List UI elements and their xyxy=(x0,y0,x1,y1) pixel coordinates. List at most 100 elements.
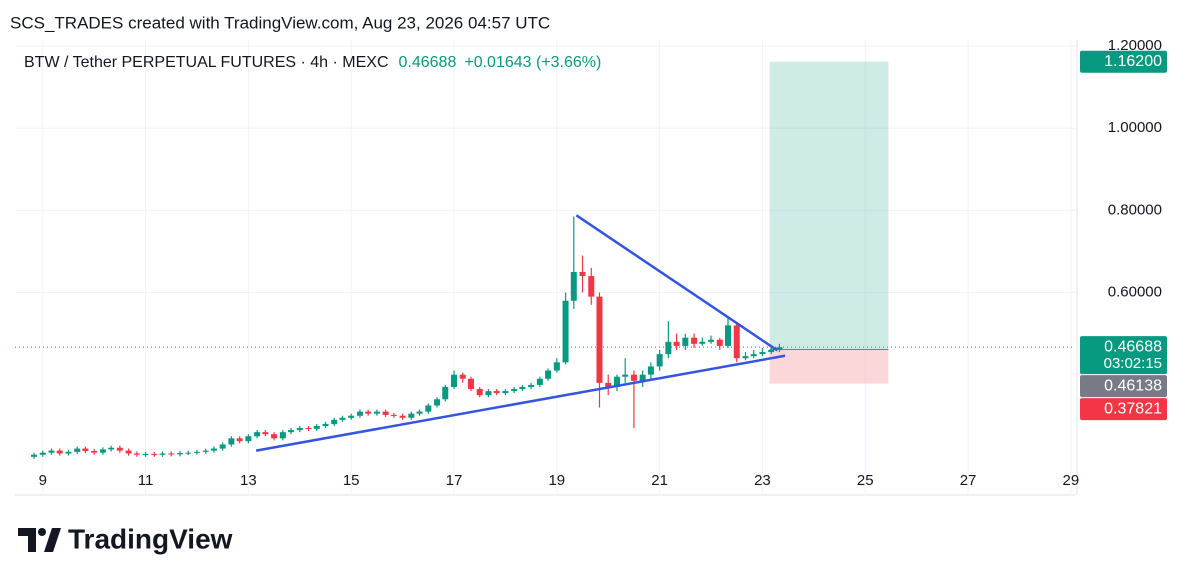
candle-body xyxy=(665,341,672,355)
candle-body xyxy=(502,391,509,394)
y-tick-label: 0.80000 xyxy=(1108,201,1162,218)
candle-body xyxy=(442,386,449,400)
price-label-box xyxy=(1080,398,1167,421)
candle-body xyxy=(151,453,158,455)
candle-body xyxy=(716,339,723,346)
price-label-box xyxy=(1080,50,1167,73)
candle-body xyxy=(116,447,123,451)
candle-body xyxy=(476,389,483,396)
candle-body xyxy=(390,414,397,416)
candle-body xyxy=(382,411,389,415)
candle-body xyxy=(99,449,106,453)
candle-body xyxy=(168,453,175,455)
candle-body xyxy=(313,425,320,429)
target-zone xyxy=(769,61,889,350)
candle-body xyxy=(528,384,535,387)
candle-body xyxy=(485,391,492,396)
candle-body xyxy=(493,391,500,394)
candle-body xyxy=(296,428,303,431)
candle-body xyxy=(459,374,466,379)
attribution: SCS_TRADES created with TradingView.com,… xyxy=(10,13,550,32)
candle-body xyxy=(219,444,226,449)
x-tick-label: 27 xyxy=(960,472,977,489)
candle-body xyxy=(519,386,526,390)
x-tick-label: 15 xyxy=(343,472,360,489)
candle-body xyxy=(750,354,757,357)
candle-body xyxy=(339,417,346,420)
candle-body xyxy=(193,451,200,453)
price-label: 0.37821 xyxy=(1104,400,1162,417)
candle-body xyxy=(759,352,766,355)
candle-body xyxy=(48,450,55,453)
x-tick-label: 23 xyxy=(754,472,771,489)
candle-body xyxy=(202,450,209,452)
candle-body xyxy=(91,451,98,453)
symbol: BTW / Tether PERPETUAL FUTURES · 4h · ME… xyxy=(24,54,389,71)
y-tick-label: 1.20000 xyxy=(1108,37,1162,54)
candle-body xyxy=(288,430,295,433)
candle-body xyxy=(356,411,363,416)
y-tick-label: 0.60000 xyxy=(1108,283,1162,300)
stop-zone xyxy=(769,349,889,384)
candle-body xyxy=(185,452,192,454)
candle-body xyxy=(262,432,269,435)
candle-body xyxy=(245,436,252,442)
candle-body xyxy=(682,337,689,346)
candle-body xyxy=(622,374,629,377)
candle-body xyxy=(588,276,595,297)
last-price: 0.46688 xyxy=(399,54,457,71)
logo-text: TradingView xyxy=(68,523,233,554)
y-tick-label: 1.00000 xyxy=(1108,119,1162,136)
candle-body xyxy=(630,374,637,381)
candle-body xyxy=(322,423,329,426)
candle-body xyxy=(373,411,380,414)
candle-body xyxy=(133,453,140,455)
candle-body xyxy=(511,389,518,392)
candle-body xyxy=(768,350,775,353)
candle-body xyxy=(776,347,783,351)
candle-body xyxy=(656,354,663,367)
logo: TradingView xyxy=(18,523,233,554)
candle-body xyxy=(451,374,458,387)
candle-body xyxy=(39,452,46,455)
candle-body xyxy=(562,300,569,363)
candle-body xyxy=(159,453,166,455)
candle-body xyxy=(236,438,243,442)
candle-body xyxy=(742,356,749,359)
candle-body xyxy=(65,451,72,454)
candle-body xyxy=(579,271,586,277)
candle-body xyxy=(365,411,372,414)
candle-body xyxy=(399,415,406,418)
trendline xyxy=(255,354,786,452)
candle-body xyxy=(673,341,680,346)
symbol-line: BTW / Tether PERPETUAL FUTURES · 4h · ME… xyxy=(24,54,601,71)
candle-body xyxy=(408,413,415,418)
x-tick-label: 21 xyxy=(651,472,668,489)
x-tick-label: 19 xyxy=(548,472,565,489)
price-label: 0.46688 xyxy=(1104,338,1162,355)
candle-body xyxy=(708,339,715,342)
price-label-box xyxy=(1080,336,1167,375)
candle-body xyxy=(733,325,740,359)
candle-body xyxy=(125,450,132,454)
candle-body xyxy=(31,454,38,457)
candle-body xyxy=(210,448,217,451)
candle-body xyxy=(613,376,620,387)
candle-body xyxy=(348,415,355,418)
candle-body xyxy=(553,362,560,371)
candle-body xyxy=(254,432,261,437)
x-tick-label: 29 xyxy=(1063,472,1080,489)
candle-body xyxy=(271,434,278,439)
trendline xyxy=(575,214,779,352)
logo-mark xyxy=(44,528,61,552)
candle-body xyxy=(699,341,706,344)
candle-body xyxy=(108,447,115,450)
candle-body xyxy=(434,399,441,406)
candle-body xyxy=(82,448,89,452)
logo-mark xyxy=(38,528,46,536)
x-tick-label: 13 xyxy=(240,472,257,489)
x-tick-label: 9 xyxy=(39,472,47,489)
candle-body xyxy=(228,438,235,445)
